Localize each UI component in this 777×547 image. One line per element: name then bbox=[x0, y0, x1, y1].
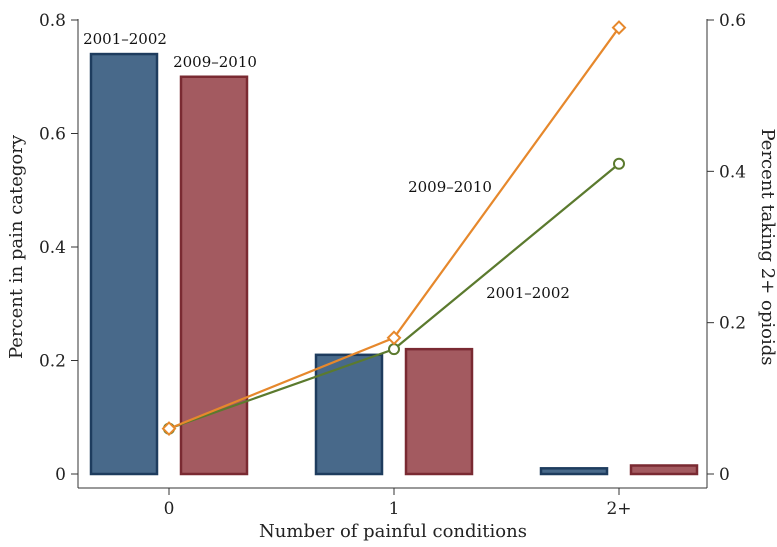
point-0-2 bbox=[613, 157, 625, 170]
bar-1-2 bbox=[629, 464, 699, 476]
bar-1-0 bbox=[179, 75, 249, 476]
y-tick-label: 0 bbox=[55, 465, 66, 485]
y2-axis-title: Percent taking 2+ opioids bbox=[757, 128, 777, 365]
x-tick-label: 0 bbox=[164, 499, 175, 519]
bar-0-0 bbox=[89, 52, 159, 476]
bar-0-1 bbox=[314, 353, 384, 476]
y-tick-label: 0.8 bbox=[39, 11, 66, 31]
line-label-2009-2010: 2009–2010 bbox=[408, 178, 492, 196]
bar-1-1 bbox=[404, 347, 474, 476]
y-axis-title: Percent in pain category bbox=[6, 134, 27, 359]
y2-tick-label: 0 bbox=[719, 465, 730, 485]
y-tick-label: 0.2 bbox=[39, 352, 66, 372]
y2-tick-label: 0.2 bbox=[719, 314, 746, 334]
point-0-1 bbox=[388, 343, 400, 356]
x-axis-title: Number of painful conditions bbox=[259, 521, 527, 542]
bar-0-2 bbox=[539, 467, 609, 476]
y2-tick-label: 0.6 bbox=[719, 11, 746, 31]
line-label-2001-2002: 2001–2002 bbox=[486, 284, 570, 302]
point-1-2 bbox=[611, 20, 627, 35]
point-1-0 bbox=[161, 421, 177, 437]
bar-label-2001-2002: 2001–2002 bbox=[83, 30, 167, 48]
point-1-1 bbox=[386, 330, 402, 346]
y2-tick-label: 0.4 bbox=[719, 162, 746, 182]
y-tick-label: 0.6 bbox=[39, 125, 66, 145]
x-tick-label: 1 bbox=[389, 499, 400, 519]
bar-label-2009-2010: 2009–2010 bbox=[173, 53, 257, 71]
x-tick-label: 2+ bbox=[606, 499, 631, 519]
plot-area: 0 0.2 0.4 0.6 0.8 0 0.2 0.4 0.6 0 1 2+ bbox=[39, 11, 746, 519]
y-tick-label: 0.4 bbox=[39, 238, 66, 258]
